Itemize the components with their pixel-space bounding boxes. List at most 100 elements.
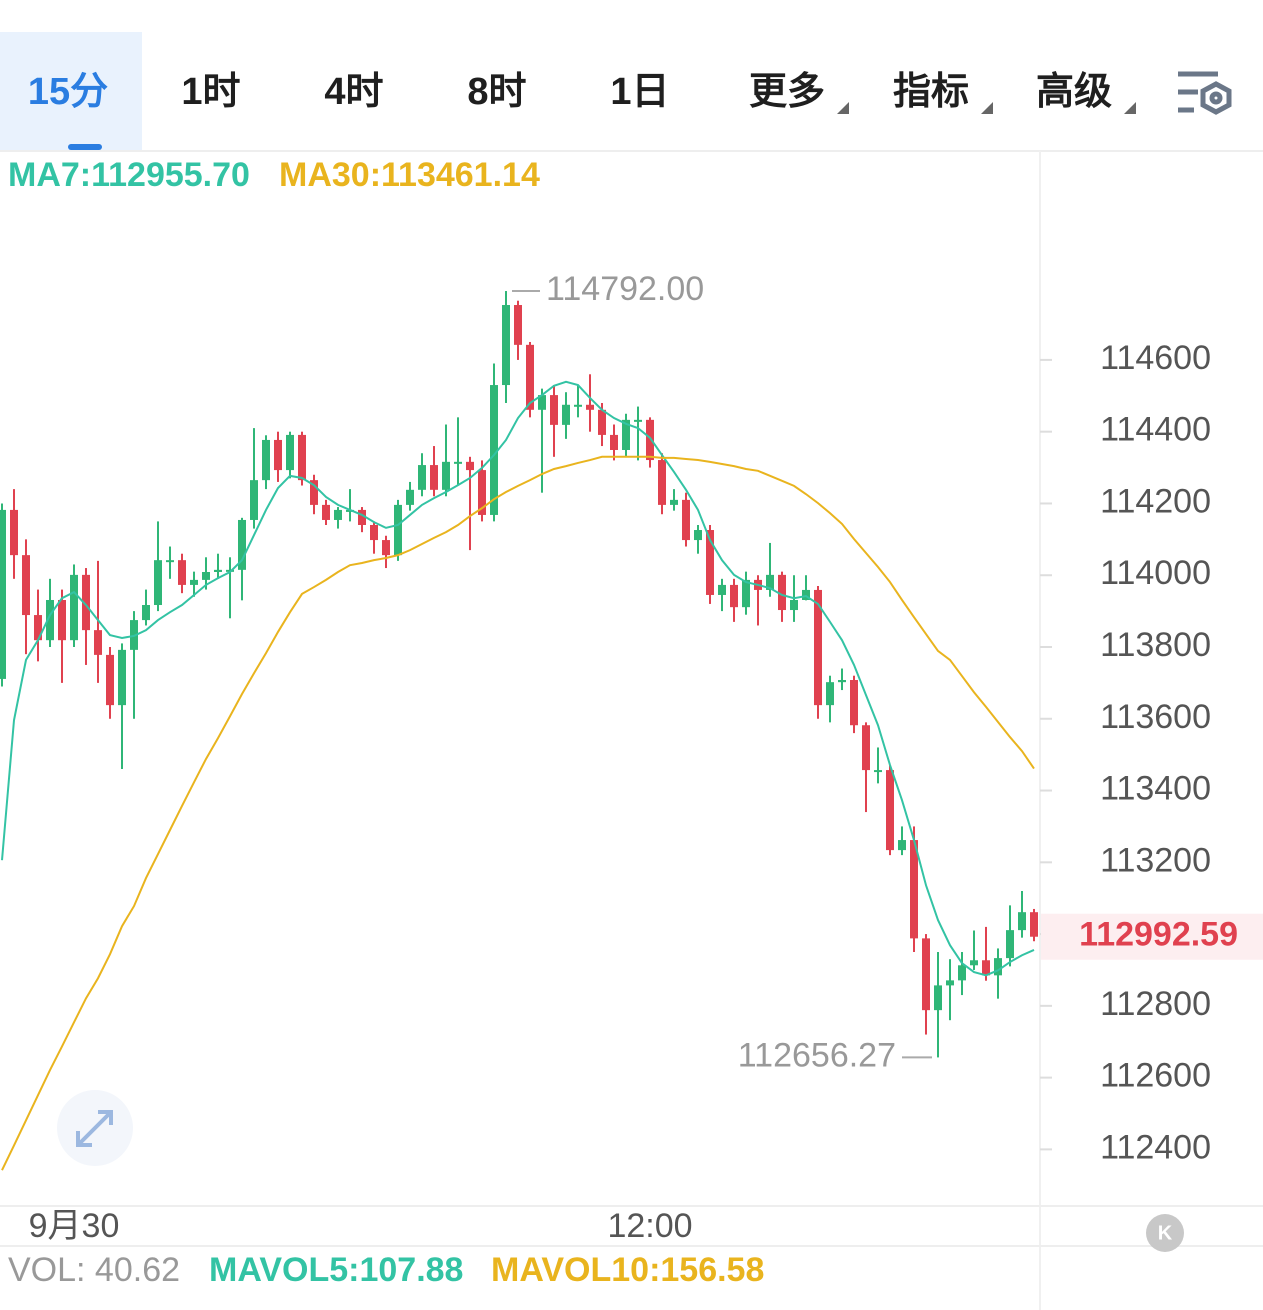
candle-body [82,574,90,631]
last-price-bg [1041,913,1263,960]
candle-body [118,649,126,706]
candle-body [934,985,942,1011]
candle-body [682,499,690,541]
candle-body [946,980,954,986]
candle-body [550,395,558,425]
candle-body [898,840,906,851]
candle-body [262,439,270,481]
candle-body [466,461,474,471]
candle-body [910,840,918,939]
candle-body [322,504,330,520]
tab[interactable]: 更多 [749,71,825,113]
candle-body [574,404,582,407]
candle-body [766,574,774,590]
candle-body [862,725,870,771]
ma30-label: MA30:113461.14 [279,156,540,194]
candle-body [490,385,498,515]
candle-body [562,404,570,425]
candle-body [202,572,210,580]
dropdown-caret [981,102,993,114]
candle-body [250,480,258,520]
candle-body [178,560,186,585]
candle-body [478,470,486,515]
tab[interactable]: 1日 [610,71,669,113]
ma-line [1,455,1035,1171]
candle-body [0,509,6,679]
candle-body [214,569,222,572]
candle-body [370,524,378,541]
tab[interactable]: 15分 [28,71,108,113]
y-tick-label: 113800 [1100,626,1211,664]
candle-body [298,434,306,481]
candle-body [922,938,930,1011]
candle-body [106,654,114,706]
y-tick-label: 113400 [1100,770,1211,808]
candle-body [310,480,318,505]
last-price-label: 112992.59 [1079,916,1238,954]
x-tick-label: 12:00 [607,1207,692,1245]
candle-body [622,419,630,450]
candle-body [190,579,198,585]
candle-body [958,965,966,981]
candle-body [742,579,750,608]
candle-body [706,530,714,595]
y-tick-label: 113600 [1100,698,1211,736]
candle-body [982,960,990,976]
ma-line [1,380,1035,977]
candle-body [22,555,30,616]
candle-body [730,584,738,608]
candle-body [850,680,858,726]
candle-body [778,574,786,611]
high-label: 114792.00 [546,270,704,308]
candle-body [598,409,606,435]
candle-body [34,615,42,641]
tab[interactable]: 8时 [467,71,526,113]
dropdown-caret [1124,102,1136,114]
candle-body [538,395,546,410]
active-tab-indicator [68,144,102,150]
candle-body [286,434,294,471]
candle-body [454,461,462,464]
candle-body [166,560,174,563]
candle-body [886,770,894,851]
candle-body [874,770,882,773]
y-tick-label: 112400 [1100,1128,1211,1166]
x-tick-label: 9月30 [29,1207,120,1245]
k-button[interactable]: K [1146,1214,1184,1252]
candle-body [1030,912,1038,937]
tab[interactable]: 1时 [181,71,240,113]
mavol5-label: MAVOL5:107.88 [209,1251,463,1289]
tab[interactable]: 4时 [324,71,383,113]
candle-body [58,599,66,641]
candle-body [838,680,846,683]
candle-body [610,434,618,450]
low-label: 112656.27 [738,1036,896,1074]
candle-body [814,589,822,706]
settings-icon[interactable] [1178,71,1232,115]
candle-body [46,599,54,641]
candle-body [1006,930,1014,959]
y-tick-label: 113200 [1100,841,1211,879]
candle-body [586,404,594,410]
candle-body [514,305,522,345]
candle-body [634,419,642,422]
candle-body [658,460,666,505]
expand-button[interactable] [57,1090,133,1166]
candle-body [970,960,978,966]
dropdown-caret [837,102,849,114]
candle-body [274,439,282,471]
tab[interactable]: 指标 [893,71,969,113]
y-tick-label: 114400 [1100,411,1211,449]
candle-body [790,599,798,611]
candle-body [994,958,1002,976]
candle-body [826,682,834,706]
candle-body [802,589,810,600]
candle-body [1018,912,1026,931]
candle-body [646,419,654,461]
tab[interactable]: 高级 [1036,71,1112,113]
mavol10-label: MAVOL10:156.58 [491,1251,764,1289]
candle-body [238,519,246,570]
candle-body [142,605,150,621]
candle-body [718,584,726,595]
